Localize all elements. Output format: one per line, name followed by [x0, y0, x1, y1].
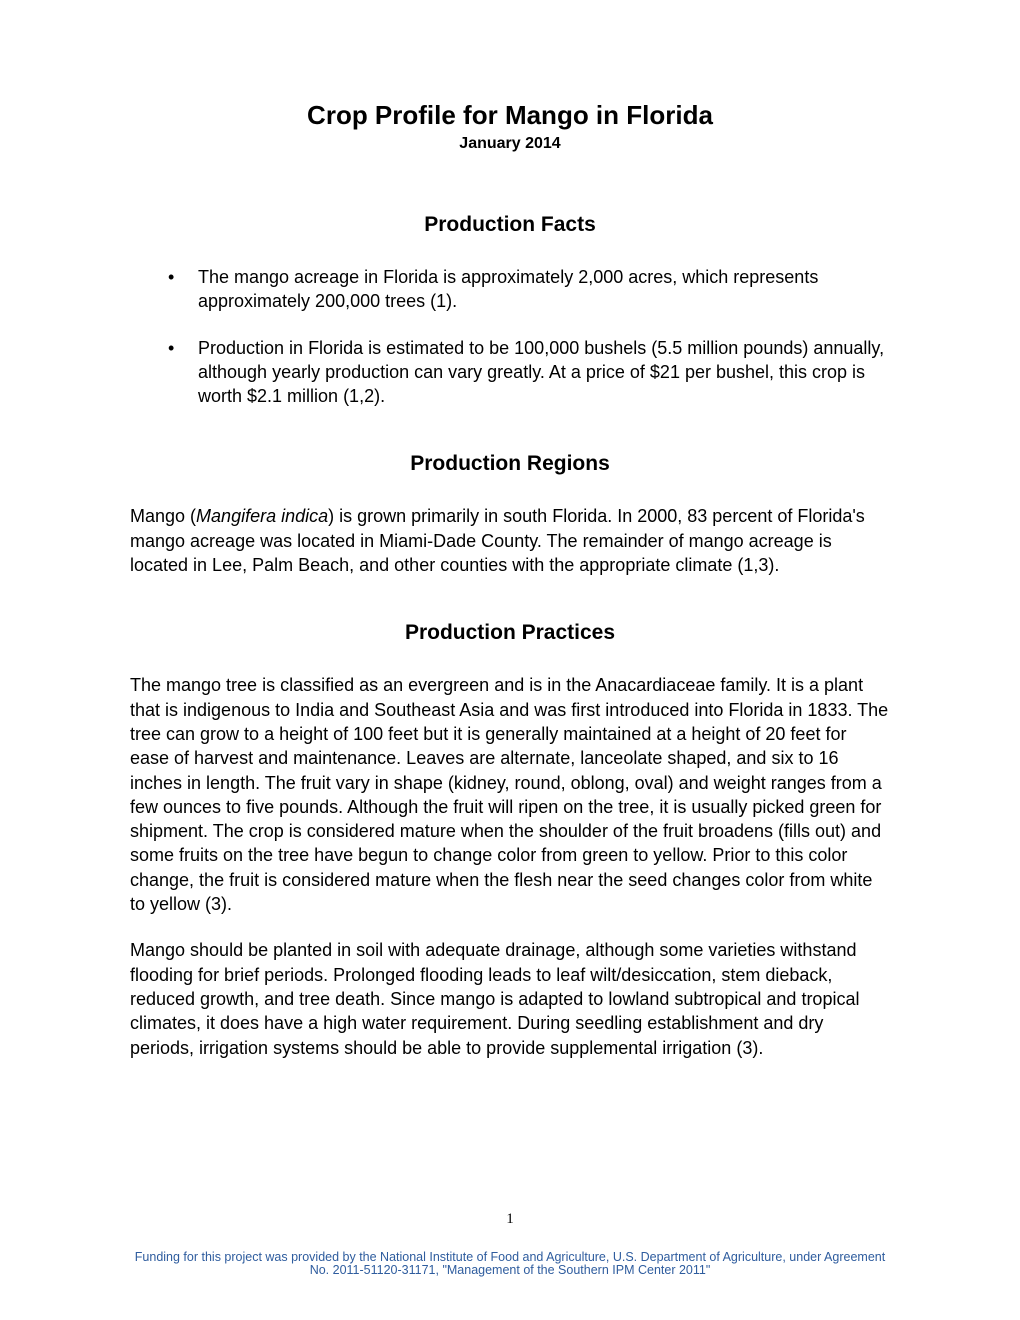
scientific-name: Mangifera indica: [196, 506, 328, 526]
regions-paragraph: Mango (Mangifera indica) is grown primar…: [130, 504, 890, 577]
page-number: 1: [0, 1211, 1020, 1228]
text-span: Mango (: [130, 506, 196, 526]
list-item: The mango acreage in Florida is approxim…: [168, 265, 890, 314]
document-date: January 2014: [130, 135, 890, 153]
section-heading-regions: Production Regions: [130, 452, 890, 476]
section-heading-practices: Production Practices: [130, 621, 890, 645]
funding-footer: Funding for this project was provided by…: [130, 1251, 890, 1279]
document-title: Crop Profile for Mango in Florida: [130, 100, 890, 131]
practices-paragraph-2: Mango should be planted in soil with ade…: [130, 938, 890, 1059]
practices-paragraph-1: The mango tree is classified as an everg…: [130, 673, 890, 916]
list-item: Production in Florida is estimated to be…: [168, 336, 890, 409]
facts-bullet-list: The mango acreage in Florida is approxim…: [130, 265, 890, 408]
section-heading-facts: Production Facts: [130, 213, 890, 237]
document-page: Crop Profile for Mango in Florida Januar…: [0, 0, 1020, 1142]
